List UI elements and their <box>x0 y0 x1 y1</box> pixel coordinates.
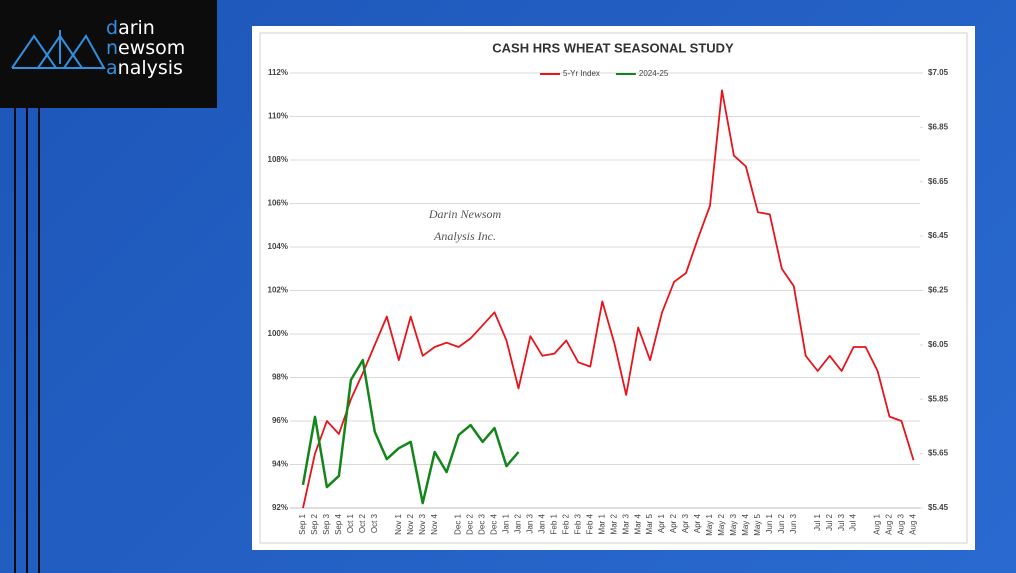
x-tick-label: Mar 1 <box>597 513 606 534</box>
y2-tick-label: $6.05 <box>928 340 949 349</box>
y-tick-label: 104% <box>268 242 288 251</box>
logo-line: darin <box>106 17 155 39</box>
x-tick-label: Dec 3 <box>478 513 487 534</box>
x-tick-label: Jun 2 <box>777 513 786 533</box>
y-tick-label: 92% <box>272 503 288 512</box>
logo-icon <box>11 30 106 69</box>
x-tick-label: Nov 1 <box>394 513 403 534</box>
chart-border <box>259 32 968 544</box>
x-tick-label: Mar 2 <box>609 513 618 534</box>
annotation: Analysis Inc. <box>433 229 496 243</box>
x-tick-label: Feb 2 <box>561 513 570 534</box>
decor-line <box>14 108 16 573</box>
x-tick-label: Apr 3 <box>681 513 690 533</box>
x-tick-label: Feb 4 <box>585 513 594 534</box>
y-tick-label: 102% <box>268 286 288 295</box>
x-tick-label: Oct 1 <box>346 513 355 533</box>
x-tick-label: Jul 4 <box>849 513 858 530</box>
x-tick-label: Dec 4 <box>490 513 499 534</box>
x-tick-label: May 4 <box>741 513 750 535</box>
x-tick-label: Mar 4 <box>633 513 642 534</box>
y-tick-label: 110% <box>268 112 288 121</box>
x-tick-label: Jan 2 <box>514 513 523 533</box>
x-tick-label: Sep 1 <box>298 513 307 534</box>
x-tick-label: May 2 <box>717 513 726 535</box>
x-tick-label: Jul 3 <box>837 513 846 530</box>
x-tick-label: Sep 3 <box>322 513 331 534</box>
y2-tick-label: $7.05 <box>928 68 949 77</box>
y-tick-label: 100% <box>268 329 288 338</box>
logo: darin newsom analysis <box>0 0 217 108</box>
x-tick-label: Oct 3 <box>370 513 379 533</box>
x-tick-label: May 1 <box>705 513 714 535</box>
x-tick-label: Sep 4 <box>334 513 343 534</box>
x-tick-label: Jun 1 <box>765 513 774 533</box>
x-tick-label: Feb 1 <box>549 513 558 534</box>
x-tick-label: Apr 2 <box>669 513 678 533</box>
chart: CASH HRS WHEAT SEASONAL STUDY Darin News… <box>259 32 968 544</box>
x-tick-label: May 3 <box>729 513 738 535</box>
x-tick-label: Nov 3 <box>418 513 427 534</box>
x-tick-label: Dec 1 <box>454 513 463 534</box>
x-tick-label: Aug 3 <box>897 513 906 534</box>
series-line <box>301 358 520 505</box>
y2-tick-label: $6.25 <box>928 286 949 295</box>
x-tick-label: Mar 5 <box>645 513 654 534</box>
y-tick-label: 108% <box>268 155 288 164</box>
x-tick-label: Aug 2 <box>885 513 894 534</box>
legend-label: 2024-25 <box>639 69 669 78</box>
decor-line <box>38 108 40 573</box>
x-tick-label: May 5 <box>753 513 762 535</box>
y-tick-label: 96% <box>272 416 288 425</box>
x-tick-label: Oct 2 <box>358 513 367 533</box>
y2-tick-label: $6.45 <box>928 231 949 240</box>
chart-title: CASH HRS WHEAT SEASONAL STUDY <box>492 40 734 55</box>
x-tick-label: Apr 1 <box>657 513 666 533</box>
x-tick-label: Jan 3 <box>526 513 535 533</box>
x-tick-label: Jul 2 <box>825 513 834 530</box>
chart-card: CASH HRS WHEAT SEASONAL STUDY Darin News… <box>252 26 975 550</box>
y2-tick-label: $5.45 <box>928 503 949 512</box>
y2-tick-label: $6.85 <box>928 122 949 131</box>
y2-tick-label: $6.65 <box>928 177 949 186</box>
annotation: Darin Newsom <box>428 207 502 221</box>
x-tick-label: Feb 3 <box>573 513 582 534</box>
x-tick-label: Jan 1 <box>502 513 511 533</box>
y-tick-label: 112% <box>268 68 288 77</box>
logo-line: newsom <box>106 37 186 59</box>
x-tick-label: Apr 4 <box>693 513 702 533</box>
x-tick-label: Jun 3 <box>789 513 798 533</box>
x-tick-label: Mar 3 <box>621 513 630 534</box>
x-tick-label: Aug 4 <box>909 513 918 534</box>
series-line <box>302 89 915 509</box>
x-tick-label: Jan 4 <box>538 513 547 533</box>
y-tick-label: 98% <box>272 373 288 382</box>
x-tick-label: Aug 1 <box>873 513 882 534</box>
y2-tick-label: $5.85 <box>928 394 949 403</box>
x-tick-label: Dec 2 <box>466 513 475 534</box>
y-tick-label: 106% <box>268 199 288 208</box>
y-tick-label: 94% <box>272 460 288 469</box>
legend-label: 5-Yr Index <box>563 69 600 78</box>
y2-tick-label: $5.65 <box>928 449 949 458</box>
x-tick-label: Jul 1 <box>813 513 822 530</box>
decor-line <box>26 108 28 573</box>
logo-line: analysis <box>106 57 183 79</box>
x-tick-label: Nov 4 <box>430 513 439 534</box>
x-tick-label: Nov 2 <box>406 513 415 534</box>
x-tick-label: Sep 2 <box>310 513 319 534</box>
